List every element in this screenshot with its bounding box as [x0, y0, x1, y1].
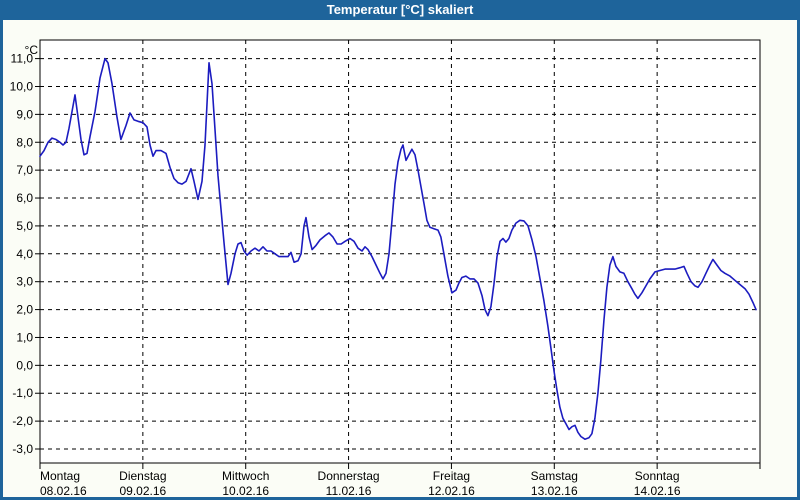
- x-date-label: 08.02.16: [40, 484, 87, 498]
- x-day-label: Mittwoch: [222, 469, 269, 483]
- x-date-label: 09.02.16: [119, 484, 166, 498]
- x-day-label: Freitag: [433, 469, 470, 483]
- y-tick-label: 2,0: [16, 303, 33, 317]
- y-tick-label: 1,0: [16, 330, 33, 344]
- axis-ticks: [35, 58, 761, 469]
- y-tick-label: -2,0: [12, 414, 33, 428]
- x-date-label: 14.02.16: [634, 484, 681, 498]
- x-day-label: Donnerstag: [318, 469, 380, 483]
- y-tick-label: -1,0: [12, 386, 33, 400]
- y-tick-label: 8,0: [16, 135, 33, 149]
- temperature-series-line: [39, 57, 757, 441]
- y-tick-label: 4,0: [16, 247, 33, 261]
- x-day-label: Samstag: [531, 469, 578, 483]
- y-tick-label: 0,0: [16, 358, 33, 372]
- y-tick-label: 5,0: [16, 219, 33, 233]
- x-date-label: 11.02.16: [326, 484, 372, 498]
- window-title: Temperatur [°C] skaliert: [326, 2, 474, 17]
- x-date-label: 13.02.16: [531, 484, 578, 498]
- y-tick-label: 10,0: [10, 79, 34, 93]
- y-tick-label: 6,0: [16, 191, 33, 205]
- x-date-label: 12.02.16: [428, 484, 475, 498]
- y-tick-label: 7,0: [16, 163, 33, 177]
- x-day-label: Sonntag: [635, 469, 680, 483]
- y-tick-label: 3,0: [16, 275, 33, 289]
- x-day-label: Montag: [40, 469, 80, 483]
- y-axis-unit-label: °C: [25, 43, 39, 57]
- x-date-label: 10.02.16: [222, 484, 269, 498]
- y-tick-label: 9,0: [16, 107, 33, 121]
- x-day-label: Dienstag: [119, 469, 166, 483]
- y-tick-label: 11,0: [11, 52, 34, 66]
- y-tick-label: -3,0: [12, 442, 33, 456]
- plot-frame: [39, 39, 761, 464]
- gridlines: [40, 40, 760, 463]
- y-axis-labels: 11,0 10,0 9,0 8,0 7,0 6,0 5,0 4,0 3,0 2,0 1,0 0,0 -1…: [10, 43, 39, 456]
- window-titlebar[interactable]: Temperatur [°C] skaliert: [3, 0, 797, 20]
